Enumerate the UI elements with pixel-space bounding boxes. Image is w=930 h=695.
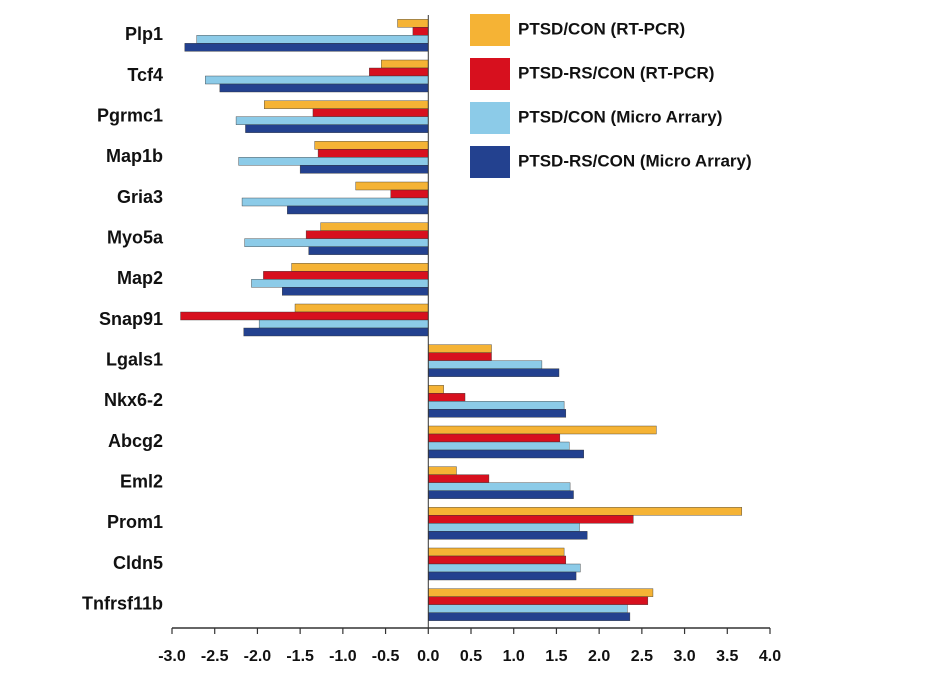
bar: [320, 222, 429, 231]
category-label: Cldn5: [113, 553, 163, 573]
bar: [245, 124, 429, 133]
category-label: Eml2: [120, 471, 163, 491]
bar: [205, 75, 429, 85]
category-label: Map1b: [106, 146, 163, 166]
legend-swatch: [470, 102, 510, 134]
x-tick-label: 2.0: [588, 648, 610, 665]
legend-label: PTSD-RS/CON (Micro Arrary): [518, 151, 752, 170]
bar: [308, 246, 429, 255]
bar: [180, 311, 429, 321]
x-tick-label: 0.5: [460, 648, 482, 665]
bar: [264, 100, 429, 109]
bar: [428, 409, 567, 418]
bar: [428, 433, 561, 443]
x-tick-label: 1.5: [545, 648, 567, 665]
bar: [428, 547, 565, 557]
bar: [258, 319, 429, 329]
x-tick-label: 0.0: [417, 648, 439, 665]
bar: [428, 563, 581, 573]
bar: [314, 141, 429, 150]
category-label: Lgals1: [106, 349, 163, 369]
bar: [428, 588, 654, 597]
bar: [381, 59, 429, 69]
bar: [428, 604, 628, 613]
bar: [428, 612, 631, 621]
category-label: Pgrmc1: [97, 105, 163, 125]
bar: [428, 490, 574, 499]
legend-label: PTSD-RS/CON (RT-PCR): [518, 63, 714, 82]
category-label: Tnfrsf11b: [82, 593, 163, 613]
bar: [428, 531, 588, 540]
bar: [355, 181, 429, 191]
bar: [397, 19, 429, 28]
category-label: Prom1: [107, 512, 163, 532]
bar: [428, 368, 560, 377]
bar: [312, 108, 429, 117]
x-tick-label: -1.5: [286, 648, 314, 665]
bar: [235, 116, 429, 125]
bar: [251, 279, 429, 288]
bar: [428, 507, 743, 516]
legend-swatch: [470, 14, 510, 46]
bar: [287, 205, 429, 215]
bar: [428, 515, 634, 524]
x-tick-label: 3.0: [673, 648, 695, 665]
bar: [428, 441, 570, 451]
bar: [428, 523, 580, 532]
bar: [428, 571, 577, 581]
bar: [428, 393, 466, 402]
bar: [282, 287, 429, 296]
x-tick-label: -1.0: [329, 648, 357, 665]
category-label: Abcg2: [108, 431, 163, 451]
x-tick-label: -2.0: [244, 648, 272, 665]
bar: [428, 344, 492, 353]
bar: [238, 157, 429, 166]
bar: [428, 360, 543, 369]
bar: [428, 474, 490, 483]
bar: [428, 352, 492, 361]
bar: [428, 401, 565, 410]
category-label: Snap91: [99, 309, 163, 329]
category-label: Map2: [117, 268, 163, 288]
category-label: Gria3: [117, 187, 163, 207]
bar: [263, 271, 429, 280]
bar: [317, 149, 429, 158]
x-tick-label: 2.5: [631, 648, 653, 665]
bar: [294, 303, 429, 313]
bar: [428, 482, 571, 491]
category-label: Tcf4: [127, 65, 163, 85]
bar: [241, 197, 429, 207]
bar: [369, 67, 429, 77]
x-tick-label: -2.5: [201, 648, 229, 665]
bar: [243, 327, 429, 337]
bar: [196, 35, 429, 44]
category-label: Myo5a: [107, 227, 164, 247]
category-label: Nkx6-2: [104, 390, 163, 410]
bar: [390, 189, 429, 199]
bar: [428, 466, 457, 475]
bar: [219, 83, 429, 93]
bar: [299, 165, 429, 174]
bar: [305, 230, 429, 239]
legend-swatch: [470, 146, 510, 178]
bar: [244, 238, 429, 247]
legend-swatch: [470, 58, 510, 90]
category-label: Plp1: [125, 24, 163, 44]
legend-label: PTSD/CON (Micro Arrary): [518, 107, 722, 126]
bar: [184, 43, 429, 52]
bar: [428, 555, 567, 565]
x-tick-label: -3.0: [158, 648, 186, 665]
x-tick-label: -0.5: [372, 648, 400, 665]
bar: [428, 385, 444, 394]
bar: [412, 27, 429, 36]
bar: [428, 449, 584, 459]
x-tick-label: 1.0: [503, 648, 525, 665]
bar: [428, 596, 649, 605]
x-tick-label: 3.5: [716, 648, 738, 665]
bar: [428, 425, 657, 435]
legend-label: PTSD/CON (RT-PCR): [518, 19, 685, 38]
x-tick-label: 4.0: [759, 648, 781, 665]
bar: [291, 263, 429, 272]
